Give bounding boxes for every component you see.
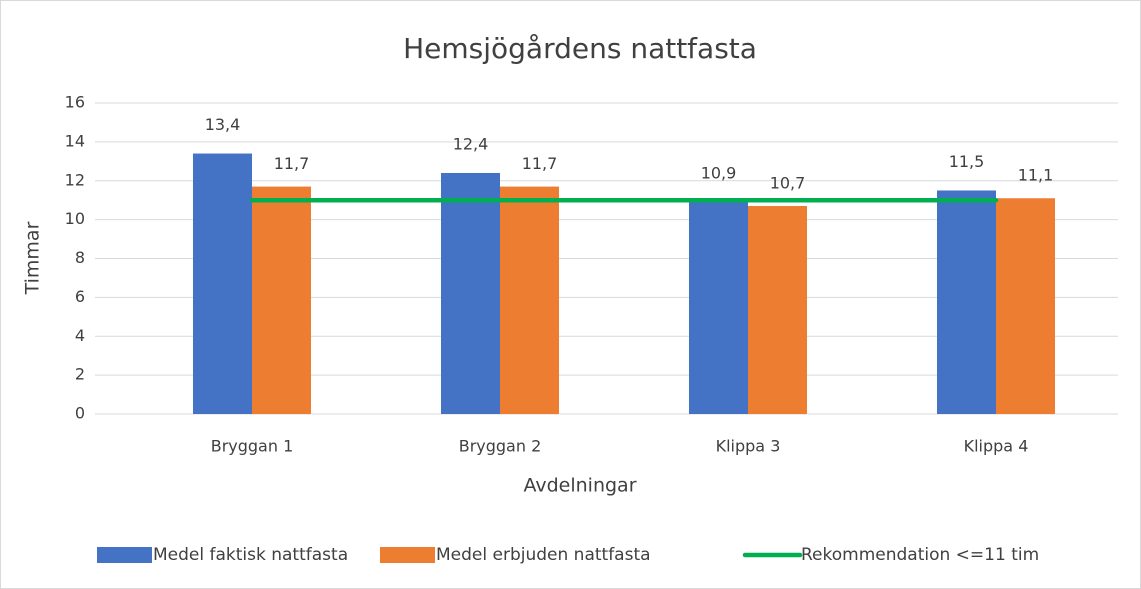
x-tick-label: Klippa 4 — [964, 437, 1029, 456]
data-label: 11,1 — [1018, 166, 1054, 185]
y-tick-label: 4 — [75, 326, 85, 345]
y-tick-label: 10 — [65, 209, 85, 228]
y-tick-label: 8 — [75, 248, 85, 267]
chart-title: Hemsjögårdens nattfasta — [403, 32, 757, 65]
x-tick-label: Bryggan 2 — [459, 437, 542, 456]
legend-label: Medel faktisk nattfasta — [153, 545, 348, 565]
x-tick-label: Bryggan 1 — [211, 437, 294, 456]
data-label: 10,9 — [701, 164, 737, 183]
data-label: 11,5 — [949, 152, 985, 171]
bar — [996, 198, 1055, 414]
legend-label: Medel erbjuden nattfasta — [436, 545, 651, 565]
y-tick-label: 16 — [65, 93, 85, 112]
data-label: 10,7 — [770, 174, 806, 193]
data-label: 13,4 — [205, 115, 241, 134]
bar — [689, 202, 748, 414]
data-label: 11,7 — [274, 154, 310, 173]
bar — [748, 206, 807, 414]
legend-label: Rekommendation <=11 tim — [801, 545, 1039, 565]
bar — [252, 186, 311, 414]
y-tick-label: 0 — [75, 404, 85, 423]
data-label: 11,7 — [522, 154, 558, 173]
y-tick-label: 14 — [65, 131, 85, 150]
y-tick-label: 6 — [75, 287, 85, 306]
y-tick-label: 2 — [75, 365, 85, 384]
data-label: 12,4 — [453, 134, 489, 153]
bar — [500, 186, 559, 414]
bar — [937, 190, 996, 414]
bar — [193, 153, 252, 414]
x-tick-label: Klippa 3 — [716, 437, 781, 456]
y-axis-label: Timmar — [22, 221, 44, 295]
bar — [441, 172, 500, 414]
legend-swatch — [380, 547, 435, 563]
legend-swatch — [97, 547, 152, 563]
x-axis-label: Avdelningar — [523, 475, 636, 497]
y-tick-label: 12 — [65, 170, 85, 189]
